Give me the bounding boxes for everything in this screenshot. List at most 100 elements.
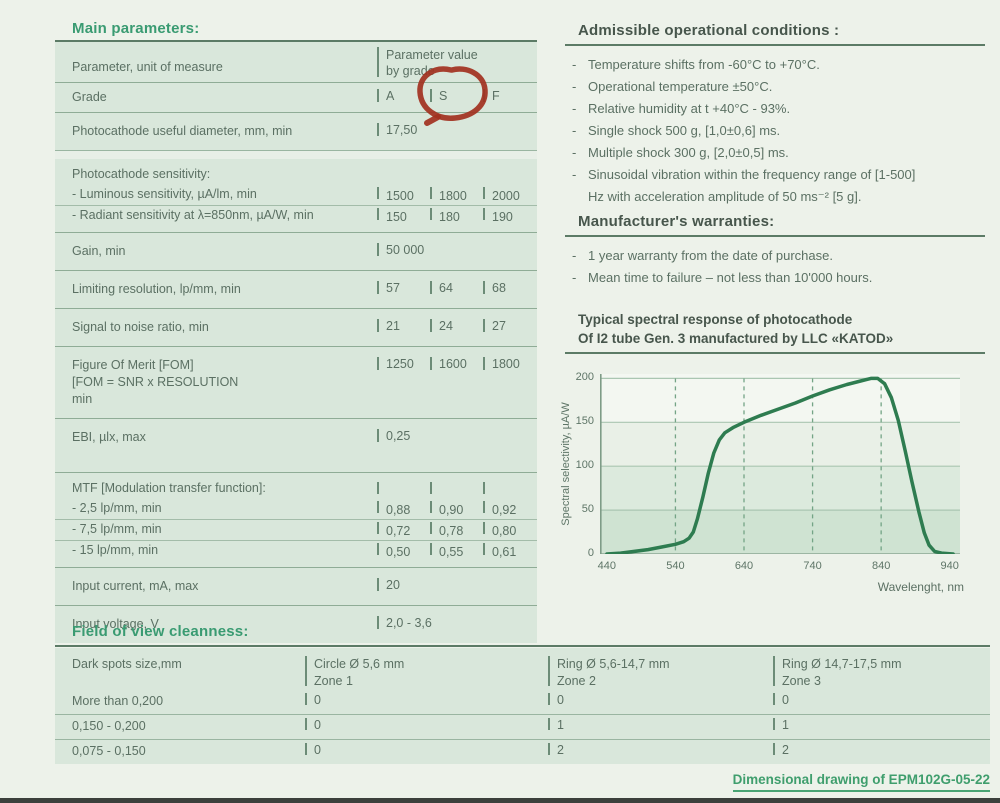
divider-tick bbox=[377, 89, 379, 102]
divider-tick bbox=[430, 281, 432, 294]
list-item: 1 year warranty from the date of purchas… bbox=[572, 245, 928, 267]
value-cell: 50 000 bbox=[386, 243, 425, 257]
conditions-title: Admissible operational conditions : bbox=[578, 22, 840, 39]
table-row: Input current, mA, max 20 bbox=[55, 567, 537, 605]
grade-f: F bbox=[492, 89, 500, 103]
param-label: Photocathode useful diameter, mm, min bbox=[72, 124, 293, 138]
grade-a: A bbox=[386, 89, 395, 103]
param-label: MTF [Modulation transfer function]: bbox=[72, 481, 266, 495]
warranties-list: 1 year warranty from the date of purchas… bbox=[572, 245, 928, 289]
table-row: MTF [Modulation transfer function]: - 2,… bbox=[55, 472, 537, 567]
divider-tick bbox=[483, 482, 485, 494]
param-label: EBI, µlx, max bbox=[72, 430, 146, 444]
divider-tick bbox=[377, 482, 379, 494]
fov-column-header-line2: Zone 3 bbox=[782, 674, 821, 688]
y-tick-label: 200 bbox=[575, 371, 594, 384]
divider-tick bbox=[483, 543, 485, 555]
divider-tick bbox=[483, 187, 485, 199]
divider-tick bbox=[430, 501, 432, 513]
fov-value: 1 bbox=[557, 718, 564, 732]
list-item-text: 1 year warranty from the date of purchas… bbox=[588, 248, 833, 263]
conditions-rule bbox=[565, 44, 985, 46]
divider-tick bbox=[430, 187, 432, 199]
table-row: Photocathode sensitivity: - Luminous sen… bbox=[55, 159, 537, 232]
value-cell: 0,72 bbox=[386, 524, 411, 538]
list-item-text: Sinusoidal vibration within the frequenc… bbox=[588, 167, 916, 204]
footer: Dimensional drawing of EPM102G-05-22 bbox=[732, 772, 990, 792]
param-label: Input current, mA, max bbox=[72, 579, 199, 593]
divider-tick bbox=[430, 208, 432, 220]
main-parameters-table: Parameter, unit of measure Parameter val… bbox=[55, 42, 537, 643]
param-label-line: [FOM = SNR x RESOLUTION bbox=[72, 375, 239, 389]
divider-tick bbox=[773, 743, 775, 755]
fov-value: 0 bbox=[557, 693, 564, 707]
grade-row: Grade A S F bbox=[55, 82, 537, 112]
param-label: Figure Of Merit [FOM] [FOM = SNR x RESOL… bbox=[55, 347, 377, 418]
table-row: Photocathode useful diameter, mm, min 17… bbox=[55, 112, 537, 150]
divider-tick bbox=[377, 281, 379, 294]
value-cell: 1250 bbox=[386, 357, 414, 371]
divider-tick bbox=[483, 281, 485, 294]
fov-value: 0 bbox=[314, 718, 321, 732]
fov-column-header-line2: Zone 1 bbox=[314, 674, 353, 688]
list-item: Multiple shock 300 g, [2,0±0,5] ms. bbox=[572, 142, 928, 164]
fov-column-header: Ring Ø 14,7-17,5 mm Zone 3 bbox=[782, 656, 902, 690]
fov-column-header-line1: Circle Ø 5,6 mm bbox=[314, 657, 405, 671]
fov-value: 0 bbox=[314, 693, 321, 707]
fov-rule bbox=[55, 645, 990, 647]
divider-tick bbox=[377, 501, 379, 513]
divider-tick bbox=[430, 89, 432, 102]
value-cell: 1500 bbox=[386, 189, 414, 203]
dimensional-drawing-caption: Dimensional drawing of EPM102G-05-22 bbox=[732, 772, 990, 792]
value-cell: 0,50 bbox=[386, 545, 411, 559]
fov-value: 0 bbox=[782, 693, 789, 707]
divider-tick bbox=[377, 578, 379, 591]
conditions-list: Temperature shifts from -60°C to +70°C. … bbox=[572, 54, 928, 208]
fov-column-header-line1: Ring Ø 14,7-17,5 mm bbox=[782, 657, 902, 671]
list-item: Single shock 500 g, [1,0±0,6] ms. bbox=[572, 120, 928, 142]
value-cell: 1800 bbox=[492, 357, 520, 371]
divider-tick bbox=[430, 522, 432, 534]
param-label: Signal to noise ratio, min bbox=[72, 320, 209, 334]
list-item: Mean time to failure – not less than 10'… bbox=[572, 267, 928, 289]
divider-tick bbox=[377, 123, 379, 136]
value-cell: 0,25 bbox=[386, 429, 411, 443]
column-header-parameter: Parameter, unit of measure bbox=[72, 60, 223, 74]
list-item-text: Multiple shock 300 g, [2,0±0,5] ms. bbox=[588, 145, 789, 160]
divider-tick bbox=[305, 656, 307, 686]
warranties-rule bbox=[565, 235, 985, 237]
fov-column-header-line2: Zone 2 bbox=[557, 674, 596, 688]
table-section-gap bbox=[55, 150, 537, 159]
table-row: Gain, min 50 000 bbox=[55, 232, 537, 270]
fov-column-header: Circle Ø 5,6 mm Zone 1 bbox=[314, 656, 404, 690]
y-tick-label: 50 bbox=[581, 503, 594, 516]
divider-tick bbox=[548, 743, 550, 755]
fov-value: 1 bbox=[782, 718, 789, 732]
divider-tick bbox=[377, 543, 379, 555]
value-cell: 0,80 bbox=[492, 524, 517, 538]
fov-column-header: Ring Ø 5,6-14,7 mm Zone 2 bbox=[557, 656, 670, 690]
divider-tick bbox=[430, 482, 432, 494]
x-tick-label: 540 bbox=[666, 560, 685, 572]
x-tick-label: 940 bbox=[940, 560, 959, 572]
fov-row: 0,075 - 0,150 0 2 2 bbox=[55, 740, 990, 764]
divider-tick bbox=[548, 656, 550, 686]
value-cell: 0,88 bbox=[386, 503, 411, 517]
fov-row: More than 0,200 0 0 0 bbox=[55, 690, 990, 715]
chart-band bbox=[600, 374, 960, 423]
x-axis-label: Wavelenght, nm bbox=[877, 580, 964, 594]
fov-row-label: More than 0,200 bbox=[72, 694, 164, 708]
table-row: Signal to noise ratio, min 21 24 27 bbox=[55, 308, 537, 346]
value-cell: 68 bbox=[492, 281, 506, 295]
table-row: Limiting resolution, lp/mm, min 57 64 68 bbox=[55, 270, 537, 308]
divider-tick bbox=[377, 187, 379, 199]
divider-tick bbox=[430, 543, 432, 555]
screenshot-bottom-edge bbox=[0, 798, 1000, 803]
list-item: Sinusoidal vibration within the frequenc… bbox=[572, 164, 928, 208]
param-label-line: min bbox=[72, 392, 93, 406]
fov-value: 0 bbox=[314, 743, 321, 757]
param-sublabel: - 15 lp/mm, min bbox=[72, 543, 159, 557]
fov-row: 0,150 - 0,200 0 1 1 bbox=[55, 715, 990, 740]
x-tick-label: 440 bbox=[597, 560, 617, 572]
param-label: Input voltage, V bbox=[72, 617, 159, 631]
